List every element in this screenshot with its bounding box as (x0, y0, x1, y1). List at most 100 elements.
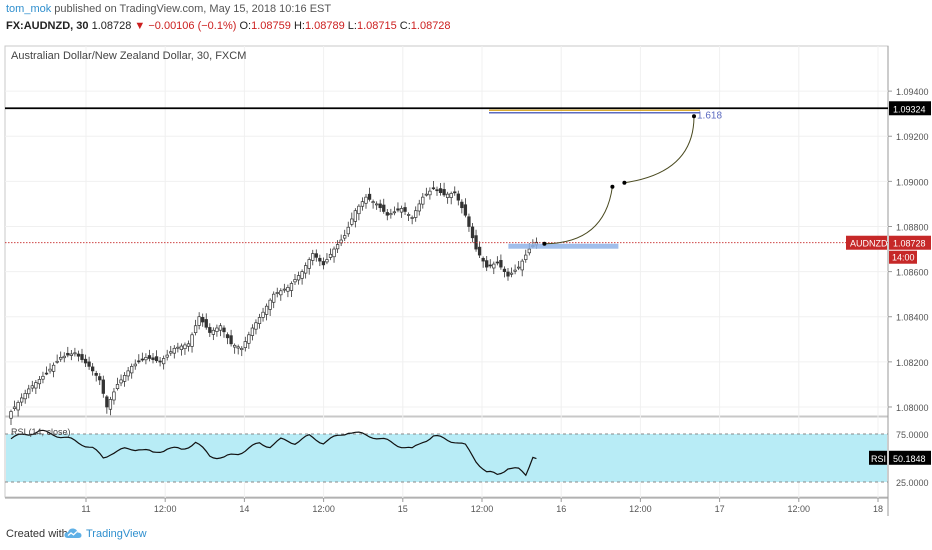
candle-up (353, 210, 357, 222)
candle-down (477, 246, 482, 256)
candle-up (51, 364, 56, 372)
candle-down (495, 261, 499, 264)
rsi-level-label: 75.0000 (896, 430, 929, 440)
candle-up (73, 352, 77, 355)
candle-up (325, 259, 329, 263)
candle-down (431, 187, 436, 190)
candle-up (300, 271, 304, 279)
candle-up (275, 292, 279, 294)
candle-up (293, 279, 297, 283)
candle-up (236, 346, 240, 349)
time-tick-label: 12:00 (788, 504, 811, 514)
candle-up (410, 217, 414, 219)
candle-up (197, 316, 201, 326)
candle-down (378, 203, 382, 209)
projection-point (610, 184, 615, 189)
candle-down (101, 379, 105, 394)
candle-up (357, 205, 361, 215)
candle-up (417, 203, 421, 212)
price-tick-label: 1.08000 (896, 403, 929, 413)
time-tick-label: 11 (81, 504, 90, 514)
chart-header: tom_mok published on TradingView.com, Ma… (0, 0, 932, 40)
candle-up (527, 248, 531, 254)
candle-up (27, 388, 31, 395)
price-tick-label: 1.09400 (896, 87, 929, 97)
candle-down (396, 208, 400, 211)
candle-down (83, 358, 88, 364)
candle-up (30, 385, 34, 389)
candle-down (382, 204, 386, 212)
candle-down (435, 189, 439, 192)
tradingview-cloud-icon[interactable] (64, 526, 82, 540)
time-tick-label: 12:00 (312, 504, 335, 514)
candle-down (225, 334, 230, 339)
candle-up (169, 351, 173, 354)
time-tick-label: 12:00 (471, 504, 494, 514)
candle-up (311, 253, 315, 261)
price-chart[interactable]: RSI (14, close) 1.618 1.094001.092001.09… (0, 40, 932, 520)
candle-up (119, 379, 123, 384)
time-tick-label: 16 (556, 504, 566, 514)
candle-up (307, 259, 311, 269)
rsi-level-label: 25.0000 (896, 478, 929, 488)
ohlc-line: FX:AUDNZD, 30 1.08728 ▼ −0.00106 (−0.1%)… (6, 20, 451, 32)
grid (5, 46, 888, 498)
candle-down (481, 257, 485, 262)
footer: Created with TradingView (0, 520, 932, 550)
candle-up (350, 218, 354, 225)
candle-up (126, 370, 130, 377)
time-axis[interactable]: 11 12:00 14 12:00 15 12:00 16 12:00 17 12:00 18 (81, 498, 883, 514)
symbol-label: FX:AUDNZD, 30 (6, 20, 89, 32)
candle-up (261, 311, 265, 318)
candle-up (183, 344, 187, 350)
rsi-value-tag-text: 50.1848 (893, 454, 926, 464)
candle-up (360, 201, 365, 207)
last-price-tag (889, 235, 931, 250)
candle-up (16, 402, 20, 411)
candle-up (424, 193, 428, 196)
candle-up (332, 248, 336, 258)
rsi-pane: RSI (14, close) (5, 427, 888, 483)
candle-down (44, 372, 49, 375)
candle-up (243, 341, 247, 349)
candle-up (524, 254, 528, 260)
fib-label: 1.618 (697, 110, 722, 121)
candle-down (499, 260, 503, 268)
close-label: C: (399, 20, 411, 32)
author-link[interactable]: tom_mok (6, 3, 52, 15)
candle-down (87, 361, 91, 367)
candle-up (335, 244, 340, 250)
price-axis[interactable]: 1.09400 1.09200 1.09000 1.08800 1.08600 1.084… (846, 87, 931, 488)
candle-down (506, 271, 510, 277)
candle-up (9, 411, 13, 419)
candle-up (254, 322, 258, 330)
target-price-tag (889, 101, 931, 116)
high-label: H: (293, 20, 305, 32)
open-value: 1.08759 (251, 20, 291, 32)
tradingview-brand[interactable]: TradingView (86, 528, 147, 540)
projection-leg-1 (544, 186, 613, 245)
candle-up (449, 193, 453, 198)
candle-down (151, 357, 155, 360)
candle-up (162, 358, 166, 365)
candle-up (115, 384, 120, 390)
time-tick-label: 12:00 (154, 504, 177, 514)
candle-down (154, 356, 159, 362)
candle-up (364, 196, 368, 204)
candle-down (105, 396, 109, 408)
candle-up (34, 382, 38, 389)
countdown-tag-text: 14:00 (892, 253, 915, 263)
candle-down (403, 207, 407, 212)
candle-down (158, 360, 162, 363)
candle-up (190, 334, 194, 347)
candle-up (289, 283, 294, 291)
candle-up (421, 196, 425, 205)
candle-up (375, 203, 379, 206)
projection-leg-2 (624, 116, 695, 184)
candle-down (90, 366, 95, 372)
rsi-tag (869, 450, 887, 465)
candle-up (328, 253, 333, 258)
candle-up (218, 325, 223, 331)
rsi-label: RSI (14, close) (11, 427, 71, 437)
open-label: O: (239, 20, 252, 32)
